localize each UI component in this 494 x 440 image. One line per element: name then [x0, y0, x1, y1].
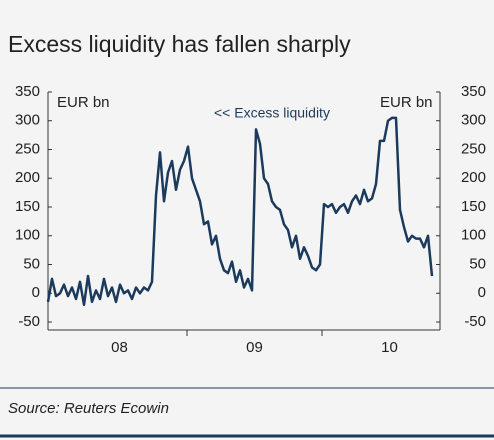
y-tick-label: 200	[15, 169, 40, 186]
y-tick-label-right: 250	[461, 140, 486, 157]
x-tick-label: 10	[381, 339, 398, 356]
chart-title: Excess liquidity has fallen sharply	[8, 31, 351, 57]
y-tick-label-right: 100	[461, 227, 486, 244]
y-tick-label: 350	[15, 83, 40, 100]
y-tick-label: 50	[23, 255, 40, 272]
y-tick-label: 100	[15, 227, 40, 244]
line	[46, 116, 434, 307]
y-tick-label-right: -50	[464, 313, 486, 330]
y-tick-label: 300	[15, 112, 40, 129]
unit-label: EUR bn	[57, 94, 110, 111]
y-tick-label: 150	[15, 198, 40, 215]
y-tick-label-right: 0	[478, 284, 486, 301]
source: Source: Reuters Ecowin	[8, 400, 169, 417]
y-tick-label-right: 300	[461, 112, 486, 129]
x-tick-label: 09	[246, 339, 263, 356]
y-tick-label-right: 350	[461, 83, 486, 100]
y-tick-label-right: 200	[461, 169, 486, 186]
y-tick-label-right: 50	[469, 255, 486, 272]
y-tick-label: 250	[15, 140, 40, 157]
y-tick-label: -50	[18, 313, 40, 330]
unit-label: EUR bn	[380, 94, 433, 111]
x-tick-label: 08	[111, 339, 128, 356]
y-tick-label-right: 150	[461, 198, 486, 215]
y-tick-label: 0	[32, 284, 40, 301]
series-label: << Excess liquidity	[214, 105, 330, 121]
